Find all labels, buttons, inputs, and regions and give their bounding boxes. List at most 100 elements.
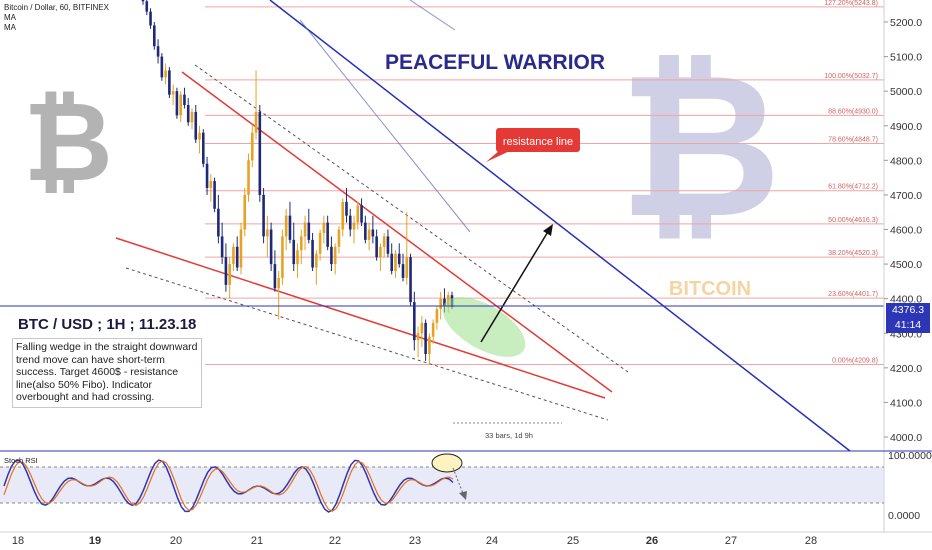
candle bbox=[348, 208, 352, 237]
candle bbox=[281, 229, 284, 285]
candle bbox=[153, 22, 156, 50]
candle bbox=[186, 98, 190, 126]
candle bbox=[198, 125, 201, 154]
candle bbox=[409, 253, 412, 306]
candle bbox=[224, 243, 228, 292]
bitcoin-logo-small: ₿ bbox=[23, 81, 113, 204]
candle bbox=[360, 198, 363, 227]
candle bbox=[379, 243, 382, 271]
target-arrow bbox=[480, 224, 553, 343]
candle bbox=[315, 250, 318, 285]
price-tick-label: 4400.0 bbox=[890, 294, 922, 306]
indicator-ma-2[interactable]: MA bbox=[4, 23, 16, 32]
info-title: BTC / USD ; 1H ; 11.23.18 bbox=[18, 316, 197, 333]
time-tick-label: 25 bbox=[567, 535, 579, 547]
candle bbox=[296, 243, 299, 278]
candle bbox=[330, 236, 333, 271]
price-tick-label: 4700.0 bbox=[890, 190, 922, 202]
bitcoin-watermark-text: BITCOIN bbox=[669, 278, 751, 300]
candle bbox=[232, 243, 235, 271]
price-tick-label: 4800.0 bbox=[890, 155, 922, 167]
stoch-panel-title: Stoch RSI bbox=[4, 456, 38, 465]
fib-level-label: 78.60%(4848.7) bbox=[828, 136, 878, 143]
fib-level-label: 61.80%(4712.2) bbox=[828, 184, 878, 191]
fib-level-label: 23.60%(4401.7) bbox=[828, 291, 878, 298]
candle bbox=[333, 243, 337, 275]
candle bbox=[356, 201, 360, 230]
candle bbox=[217, 194, 220, 244]
candle bbox=[175, 87, 179, 119]
time-tick-label: 19 bbox=[89, 535, 101, 547]
stoch-pointer-line bbox=[452, 467, 465, 497]
fib-level-label: 38.20%(4520.3) bbox=[828, 250, 878, 257]
candle bbox=[194, 105, 198, 144]
wedge-lower-line bbox=[115, 237, 606, 399]
stoch-pointer-head bbox=[459, 491, 467, 500]
symbol-line: Bitcoin / Dollar, 60, BITFINEX bbox=[4, 3, 109, 12]
candle bbox=[405, 212, 409, 285]
candle bbox=[284, 208, 288, 251]
resistance-callout-label: resistance line bbox=[503, 136, 573, 148]
countdown-label: 41:14 bbox=[886, 318, 930, 333]
stoch-crossing-marker bbox=[431, 453, 463, 473]
info-title-box bbox=[0, 308, 250, 340]
candle bbox=[345, 188, 348, 223]
candle bbox=[435, 305, 439, 330]
resistance-line bbox=[269, 0, 851, 452]
time-tick-label: 18 bbox=[12, 535, 24, 547]
candle bbox=[367, 222, 371, 251]
candle bbox=[428, 333, 431, 365]
candle bbox=[318, 229, 322, 261]
price-axis[interactable]: 5200.0 5100.0 5000.0 4900.0 4800.0 4700.0 4600… bbox=[884, 17, 922, 444]
candle bbox=[303, 215, 307, 251]
channel-upper-dashed bbox=[194, 64, 629, 373]
candle bbox=[326, 215, 329, 251]
time-tick-label: 21 bbox=[251, 535, 263, 547]
time-axis[interactable]: 18 19 20 21 22 23 24 25 26 27 28 bbox=[12, 535, 817, 547]
channel-lower-dashed bbox=[125, 267, 609, 421]
candle bbox=[141, 0, 145, 5]
candle bbox=[250, 125, 254, 168]
candle bbox=[269, 222, 273, 271]
candle bbox=[382, 232, 386, 258]
chart-header: Bitcoin / Dollar, 60, BITFINEX MA MA bbox=[4, 3, 109, 33]
candle bbox=[364, 215, 367, 244]
candle bbox=[352, 215, 356, 244]
candle bbox=[277, 271, 280, 320]
indicator-ma-1[interactable]: MA bbox=[4, 13, 16, 22]
candle bbox=[160, 53, 164, 81]
info-note: Falling wedge in the straight downward t… bbox=[12, 338, 202, 408]
time-tick-label: 24 bbox=[486, 535, 498, 547]
candle bbox=[164, 63, 167, 85]
price-tick-label: 4500.0 bbox=[890, 259, 922, 271]
candle bbox=[337, 226, 341, 254]
candle bbox=[145, 0, 149, 16]
candle bbox=[394, 250, 397, 278]
fib-level-label: 0.00%(4209.8) bbox=[832, 357, 878, 364]
candle bbox=[247, 153, 250, 202]
candle bbox=[322, 215, 326, 244]
candle bbox=[262, 188, 265, 244]
time-tick-label: 23 bbox=[409, 535, 421, 547]
price-tick-label: 5200.0 bbox=[890, 17, 922, 29]
candle bbox=[266, 215, 269, 258]
price-tick-label: 4000.0 bbox=[890, 432, 922, 444]
candle bbox=[149, 8, 152, 29]
bitcoin-logo-large: ₿ bbox=[619, 35, 782, 258]
time-tick-label: 27 bbox=[725, 535, 737, 547]
candle bbox=[386, 229, 390, 258]
trend-lines bbox=[115, 0, 851, 452]
candle bbox=[371, 215, 375, 244]
candle bbox=[292, 222, 296, 271]
fib-level-label: 50.00%(4616.3) bbox=[828, 217, 878, 224]
candle bbox=[288, 201, 292, 244]
candle bbox=[168, 66, 171, 99]
candle bbox=[273, 250, 277, 292]
ma-line-1 bbox=[299, 19, 471, 233]
chart-title: PEACEFUL WARRIOR bbox=[385, 51, 605, 74]
stoch-axis[interactable]: 100.0000 0.0000 bbox=[888, 450, 932, 522]
candle bbox=[179, 91, 182, 123]
price-tick-label: 4100.0 bbox=[890, 397, 922, 409]
